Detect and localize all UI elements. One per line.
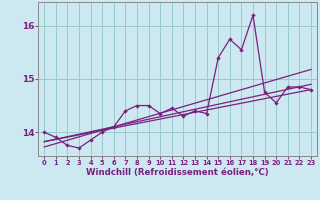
X-axis label: Windchill (Refroidissement éolien,°C): Windchill (Refroidissement éolien,°C) <box>86 168 269 177</box>
